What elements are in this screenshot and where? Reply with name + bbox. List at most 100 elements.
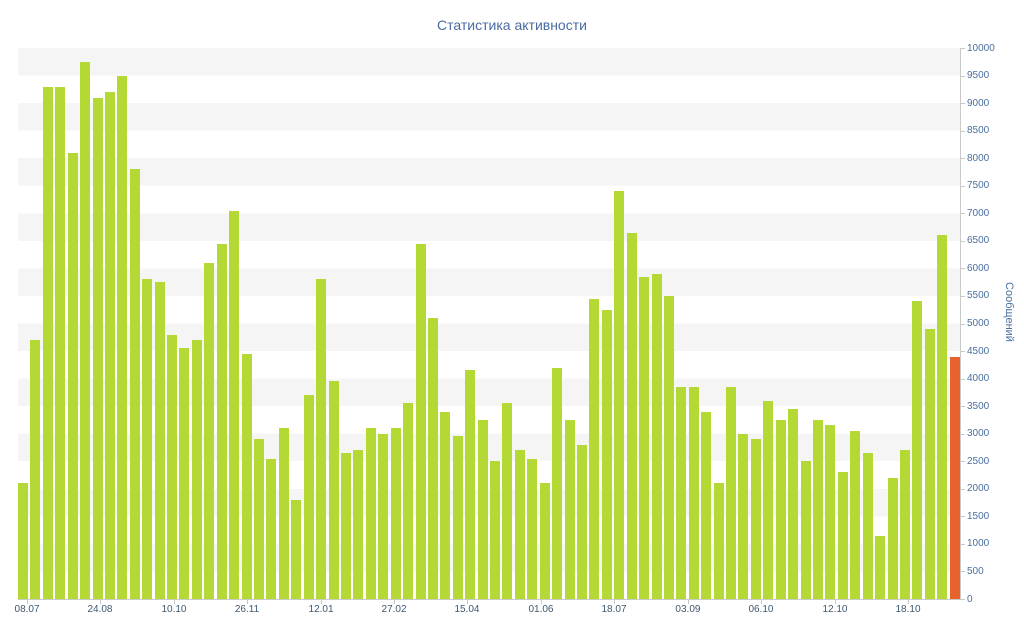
bar[interactable] [328, 381, 339, 599]
bar[interactable] [154, 282, 165, 599]
x-axis-tick [394, 600, 396, 604]
bar[interactable] [813, 419, 823, 599]
y-axis-tick-label: 7500 [967, 180, 990, 192]
bar[interactable] [502, 403, 513, 599]
bar[interactable] [440, 411, 451, 599]
y-axis-tick [960, 48, 965, 49]
bar[interactable] [899, 450, 910, 599]
bar[interactable] [589, 298, 600, 599]
bar[interactable] [651, 273, 662, 599]
y-axis-tick [960, 75, 965, 77]
y-axis-tick [960, 406, 965, 408]
y-axis-tick [960, 543, 965, 545]
bar[interactable] [30, 340, 41, 599]
bar[interactable] [80, 61, 91, 599]
bar[interactable] [117, 75, 128, 599]
bar[interactable] [55, 86, 66, 599]
bar[interactable] [403, 403, 414, 599]
bar[interactable] [415, 243, 426, 599]
y-axis-tick [960, 433, 965, 435]
bar[interactable] [576, 444, 587, 599]
bar[interactable] [104, 92, 115, 599]
bar[interactable] [67, 152, 78, 599]
bar[interactable] [465, 370, 476, 599]
bar[interactable] [862, 453, 873, 599]
bar[interactable] [527, 458, 538, 599]
bar[interactable] [266, 458, 277, 599]
y-axis-tick-label: 0 [967, 593, 973, 605]
bar[interactable] [316, 279, 327, 599]
bar[interactable] [278, 428, 289, 599]
bar[interactable] [738, 433, 749, 599]
x-axis-line [18, 599, 961, 600]
y-axis-tick-label: 1000 [967, 538, 990, 550]
x-axis-tick-label: 08.07 [14, 604, 40, 615]
bar[interactable] [378, 433, 389, 599]
y-axis-tick-label: 8500 [967, 125, 990, 137]
bar[interactable] [887, 477, 898, 599]
bar[interactable] [825, 425, 836, 599]
bar[interactable] [775, 419, 786, 599]
y-axis-tick [960, 516, 965, 518]
bar[interactable] [427, 318, 438, 599]
x-axis-tick [321, 600, 323, 604]
bar[interactable] [564, 419, 575, 599]
bar[interactable] [750, 439, 761, 599]
bar[interactable] [800, 461, 811, 599]
bar[interactable] [726, 386, 737, 599]
bar[interactable] [204, 262, 215, 599]
bar[interactable] [763, 400, 774, 599]
bar[interactable] [229, 210, 240, 599]
bar[interactable] [241, 353, 252, 599]
bar[interactable] [850, 430, 861, 599]
bar[interactable] [713, 483, 724, 599]
bar[interactable] [303, 395, 314, 599]
bar[interactable] [490, 461, 501, 599]
y-axis-tick-label: 3000 [967, 428, 990, 440]
bar[interactable] [639, 276, 650, 599]
bar[interactable] [701, 411, 712, 599]
bar[interactable] [514, 450, 525, 599]
bar[interactable] [663, 295, 674, 599]
bar[interactable] [142, 279, 153, 599]
bar[interactable] [390, 428, 401, 599]
bar[interactable] [924, 329, 935, 599]
bar[interactable] [937, 235, 948, 599]
bar[interactable] [167, 334, 178, 599]
y-axis-tick-label: 9000 [967, 97, 990, 109]
bar[interactable] [179, 348, 190, 599]
bar[interactable] [552, 367, 563, 599]
bar[interactable] [601, 309, 612, 599]
bar[interactable] [42, 86, 53, 599]
bar[interactable] [365, 428, 376, 599]
bar[interactable] [191, 340, 202, 599]
bar[interactable] [837, 472, 848, 599]
y-axis-tick-label: 6500 [967, 235, 990, 247]
x-axis-tick [614, 600, 615, 604]
bar[interactable] [788, 408, 799, 599]
bar[interactable] [129, 169, 140, 599]
bar[interactable] [353, 450, 364, 599]
bar[interactable] [340, 453, 351, 599]
bar[interactable] [18, 483, 28, 599]
bar[interactable] [216, 243, 227, 599]
y-axis-tick [960, 268, 965, 270]
x-axis-tick-label: 06.10 [748, 604, 774, 615]
bar[interactable] [92, 97, 103, 599]
bar[interactable] [912, 301, 923, 599]
bar[interactable] [614, 191, 625, 599]
bar[interactable] [254, 439, 265, 599]
bar[interactable] [688, 386, 699, 599]
plot-area [18, 48, 960, 599]
x-axis-tick [687, 600, 689, 604]
bar[interactable] [676, 386, 687, 599]
y-axis-tick [960, 240, 965, 242]
bar[interactable] [626, 232, 637, 599]
bar[interactable] [477, 419, 488, 599]
bar[interactable] [539, 483, 550, 599]
bar[interactable] [875, 535, 886, 599]
bar-highlight-current[interactable] [949, 356, 960, 599]
x-axis-tick [908, 600, 909, 604]
bar[interactable] [452, 436, 463, 599]
bar[interactable] [291, 499, 302, 599]
